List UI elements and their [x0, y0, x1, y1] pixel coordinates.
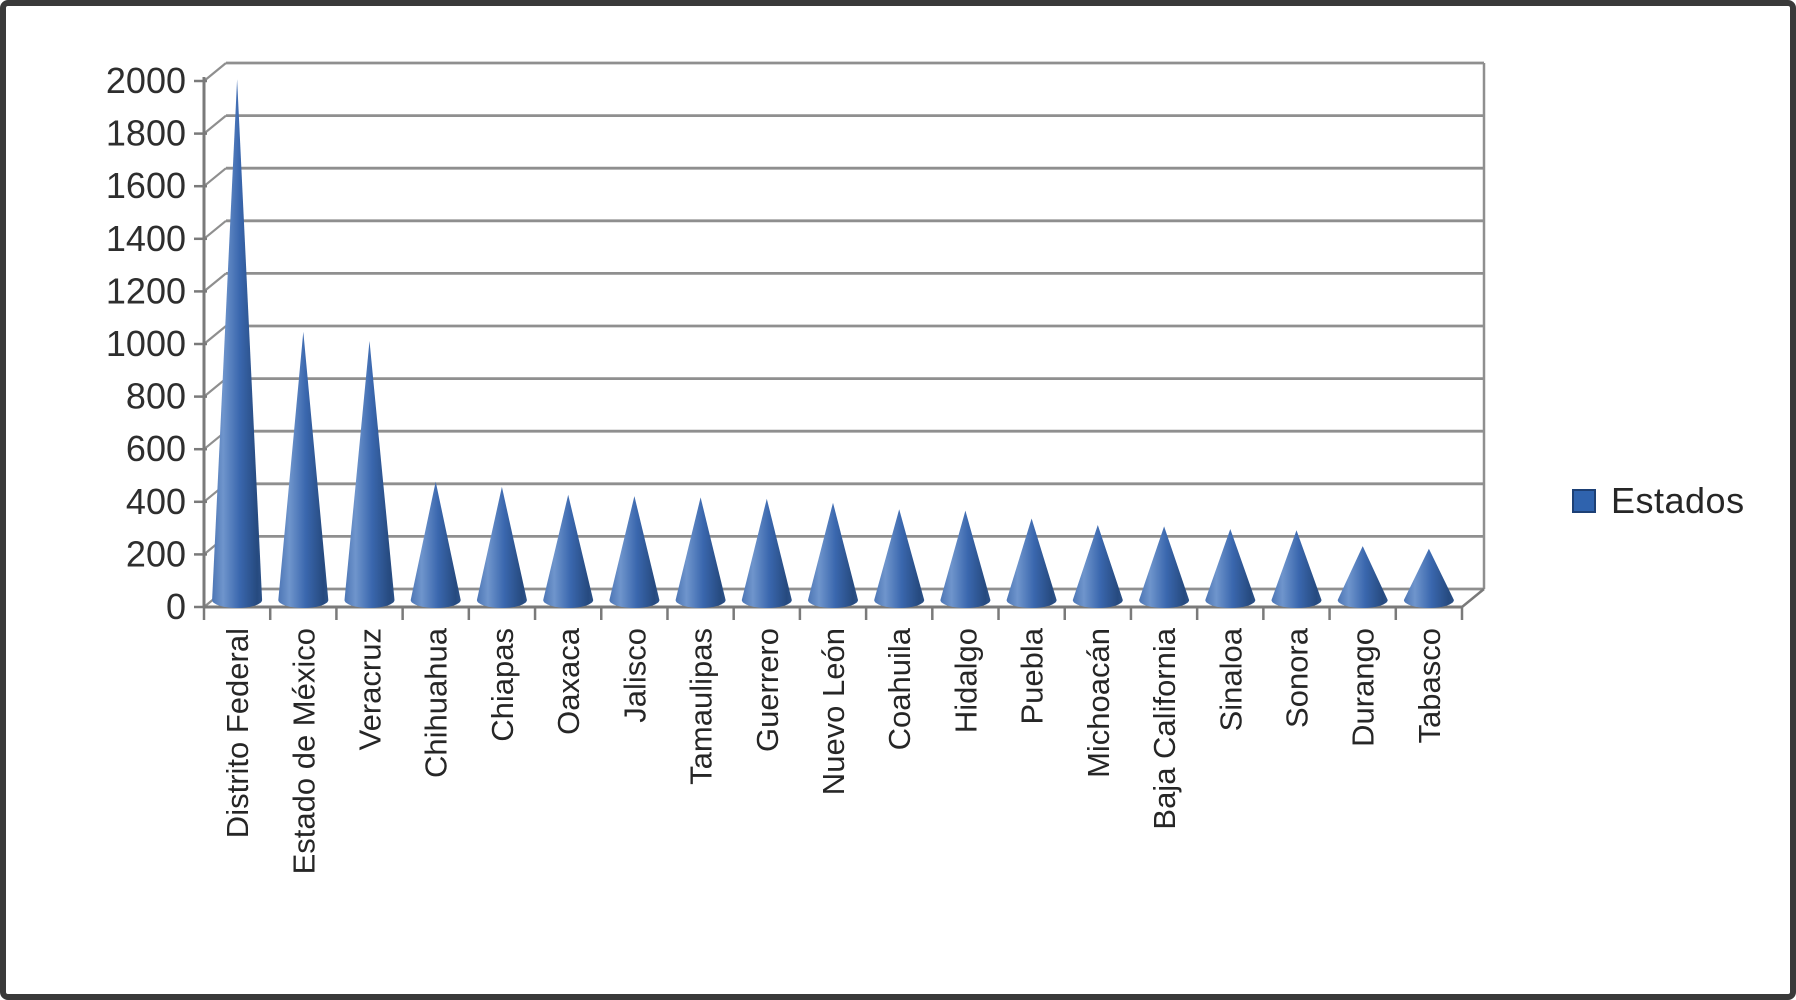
x-axis-category-label: Baja California: [1147, 627, 1182, 829]
x-axis-category-label: Estado de México: [286, 628, 321, 874]
y-axis-tick-label: 1800: [106, 113, 186, 154]
x-axis-category-label: Jalisco: [617, 628, 652, 723]
y-axis-tick-label: 1400: [106, 218, 186, 259]
legend-swatch-icon: [1572, 489, 1596, 513]
cone-bar: [1271, 530, 1322, 608]
x-axis-category-label: Tamaulipas: [684, 628, 719, 785]
cone-bar: [410, 481, 461, 608]
gridline-connector: [203, 167, 227, 188]
y-axis-tick-label: 2000: [106, 60, 186, 101]
x-axis-category-label: Veracruz: [353, 628, 388, 750]
cone-bar: [476, 486, 527, 608]
x-axis-category-label: Tabasco: [1412, 628, 1447, 743]
y-axis-tick-label: 600: [126, 428, 186, 469]
legend: Estados: [1572, 480, 1745, 522]
cone-bar: [1072, 525, 1123, 608]
cone-bar: [278, 331, 329, 608]
gridline-connector: [203, 114, 227, 135]
y-axis-tick-label: 200: [126, 533, 186, 574]
cone-bar: [609, 496, 660, 608]
cone-bar: [808, 502, 858, 608]
x-axis-category-label: Michoacán: [1081, 628, 1116, 778]
x-axis-category-label: Sonora: [1280, 627, 1315, 728]
y-axis-tick-label: 1000: [106, 323, 186, 364]
x-axis-category-label: Puebla: [1015, 627, 1050, 724]
legend-label: Estados: [1611, 480, 1745, 521]
cone-bar: [543, 494, 594, 608]
cone-bar: [1337, 546, 1388, 608]
y-axis-tick-label: 1200: [106, 270, 186, 311]
cone-bar: [940, 510, 991, 608]
cone-bar: [1139, 526, 1190, 608]
cone-bar: [344, 340, 395, 608]
y-axis-tick-label: 800: [126, 376, 186, 417]
cone-bar: [1403, 548, 1454, 608]
gridline-connector: [203, 219, 227, 240]
cone-bar: [741, 498, 792, 608]
x-axis-category-label: Chiapas: [485, 628, 520, 742]
gridline-connector: [203, 272, 227, 293]
x-axis-category-label: Coahuila: [882, 627, 917, 750]
cone-bar: [874, 509, 925, 608]
y-axis-tick-label: 0: [166, 586, 186, 627]
x-axis-category-label: Sinaloa: [1213, 627, 1248, 731]
x-axis-category-label: Nuevo León: [816, 628, 851, 795]
cone-bar: [1006, 518, 1057, 608]
gridline-connector: [203, 325, 227, 345]
x-axis-category-label: Chihuahua: [419, 627, 454, 778]
x-axis-category-label: Hidalgo: [948, 628, 983, 733]
y-axis-tick-label: 400: [126, 481, 186, 522]
cone-bar: [212, 79, 263, 609]
cone-bar: [675, 497, 726, 608]
gridline-connector: [203, 62, 227, 82]
cone-bar: [1205, 529, 1256, 608]
x-axis-category-label: Oaxaca: [551, 627, 586, 735]
y-axis-tick-label: 1600: [106, 165, 186, 206]
chart-plot-area: 0 200 400 600 800 1000 1200 1400 1600 1800 2000 Dis…: [6, 6, 1790, 994]
x-axis-category-label: Distrito Federal: [220, 628, 255, 838]
chart-canvas: 0 200 400 600 800 1000 1200 1400 1600 1800 2000 Dis…: [106, 60, 1486, 874]
gridline-connector: [203, 377, 227, 398]
floor-right-edge: [1461, 588, 1485, 608]
x-axis-category-label: Guerrero: [750, 628, 785, 752]
x-axis-category-label: Durango: [1346, 628, 1381, 747]
